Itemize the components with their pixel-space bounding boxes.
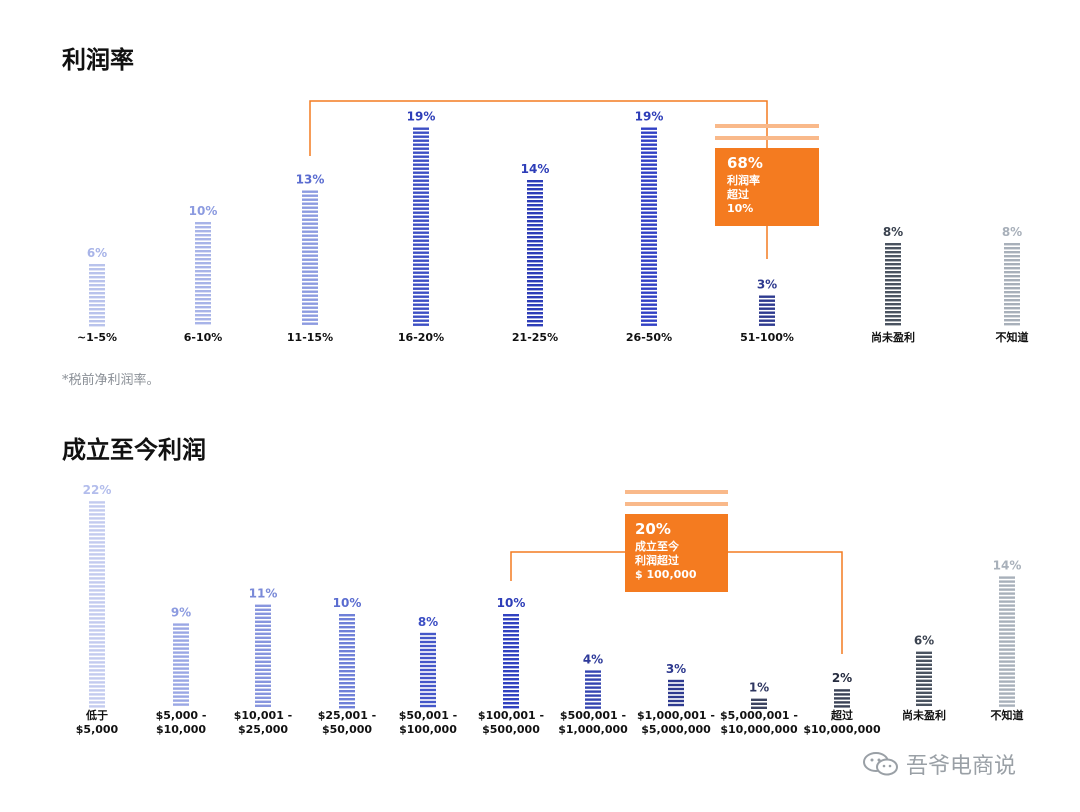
lifetime-annotation-text: $ 100,000 — [635, 568, 697, 581]
lifetime-bar — [585, 670, 601, 709]
lifetime-data-label: 9% — [171, 605, 191, 619]
lifetime-tick-label: $1,000,001 - — [637, 709, 715, 722]
margin-bar — [1004, 243, 1020, 326]
margin-data-label: 10% — [189, 204, 218, 218]
margin-bar — [195, 222, 211, 325]
lifetime-tick-label: $50,001 - — [399, 709, 458, 722]
margin-annotation-text: 超过 — [726, 187, 749, 201]
lifetime-bar — [916, 651, 932, 706]
lifetime-data-label: 2% — [832, 671, 852, 685]
margin-annotation-text: 利润率 — [727, 173, 760, 187]
lifetime-tick-label: $5,000,000 — [641, 723, 711, 736]
lifetime-annotation-stripe — [625, 490, 728, 494]
lifetime-tick-label: 超过 — [830, 708, 853, 722]
lifetime-bar — [503, 614, 519, 709]
lifetime-bar — [999, 576, 1015, 707]
lifetime-tick-label: $500,001 - — [560, 709, 626, 722]
lifetime-tick-label: $50,000 — [322, 723, 372, 736]
margin-tick-label: 尚未盈利 — [871, 330, 915, 344]
margin-tick-label: 51-100% — [740, 331, 794, 344]
lifetime-tick-label: $10,000,000 — [803, 723, 881, 736]
watermark-text: 吾爷电商说 — [906, 754, 1017, 779]
lifetime-data-label: 4% — [583, 652, 603, 666]
lifetime-tick-label: $10,000,000 — [720, 723, 798, 736]
lifetime-data-label: 10% — [333, 596, 362, 610]
lifetime-bar — [668, 679, 684, 707]
lifetime-tick-label: $100,001 - — [478, 709, 544, 722]
margin-tick-label: 11-15% — [287, 331, 333, 344]
margin-data-label: 19% — [635, 110, 664, 124]
margin-data-label: 14% — [521, 162, 550, 176]
margin-data-label: 6% — [87, 246, 107, 260]
lifetime-tick-label: $5,000 - — [156, 709, 207, 722]
lifetime-tick-label: $5,000 — [76, 723, 119, 736]
margin-data-label: 13% — [296, 173, 325, 187]
profit-margin-title: 利润率 — [62, 46, 134, 74]
lifetime-tick-label: $10,001 - — [234, 709, 293, 722]
margin-annotation-value: 68% — [727, 154, 763, 172]
lifetime-tick-label: $100,000 — [399, 723, 457, 736]
lifetime-data-label: 11% — [249, 587, 278, 601]
margin-tick-label: 6-10% — [184, 331, 223, 344]
lifetime-tick-label: $25,000 — [238, 723, 288, 736]
lifetime-tick-label: $1,000,000 — [558, 723, 628, 736]
lifetime-bar — [339, 614, 355, 709]
margin-data-label: 3% — [757, 278, 777, 292]
lifetime-data-label: 10% — [497, 596, 526, 610]
lifetime-data-label: 14% — [993, 558, 1022, 572]
margin-tick-label: ~1-5% — [77, 331, 117, 344]
profit-margin-footnote: *税前净利润率。 — [62, 373, 160, 388]
lifetime-data-label: 6% — [914, 634, 934, 648]
lifetime-tick-label: $500,000 — [482, 723, 540, 736]
lifetime-data-label: 22% — [83, 483, 112, 497]
lifetime-bar — [173, 623, 189, 706]
lifetime-bar — [751, 698, 767, 709]
margin-bar — [885, 243, 901, 326]
lifetime-data-label: 8% — [418, 615, 438, 629]
lifetime-bar — [89, 501, 105, 708]
margin-annotation-stripe — [715, 124, 819, 128]
lifetime-tick-label: 低于 — [85, 708, 108, 722]
margin-bar — [413, 127, 429, 326]
lifetime-bar — [255, 604, 271, 707]
margin-tick-label: 16-20% — [398, 331, 444, 344]
margin-data-label: 19% — [407, 110, 436, 124]
margin-annotation-stripe — [715, 136, 819, 140]
margin-bar — [759, 295, 775, 326]
lifetime-tick-label: $25,001 - — [318, 709, 377, 722]
margin-tick-label: 21-25% — [512, 331, 558, 344]
margin-bar — [302, 190, 318, 325]
lifetime-tick-label: 尚未盈利 — [902, 708, 946, 722]
margin-data-label: 8% — [883, 225, 903, 239]
lifetime-tick-label: $10,000 — [156, 723, 206, 736]
lifetime-data-label: 1% — [749, 681, 769, 695]
margin-bar — [527, 180, 543, 327]
margin-annotation-text: 10% — [727, 202, 753, 215]
lifetime-annotation-box — [625, 514, 728, 592]
margin-tick-label: 不知道 — [996, 330, 1029, 344]
lifetime-data-label: 3% — [666, 662, 686, 676]
lifetime-annotation-value: 20% — [635, 520, 671, 538]
lifetime-profit-title: 成立至今利润 — [62, 436, 206, 464]
wechat-chat-bubbles-icon — [863, 752, 898, 776]
margin-tick-label: 26-50% — [626, 331, 672, 344]
lifetime-annotation-stripe — [625, 502, 728, 506]
lifetime-tick-label: 不知道 — [991, 708, 1024, 722]
margin-bar — [89, 264, 105, 327]
lifetime-tick-label: $5,000,001 - — [720, 709, 798, 722]
lifetime-bar — [420, 632, 436, 708]
margin-data-label: 8% — [1002, 225, 1022, 239]
lifetime-annotation-text: 成立至今 — [635, 539, 680, 553]
margin-annotation-box — [715, 148, 819, 226]
watermark: 吾爷电商说 — [862, 748, 1016, 780]
lifetime-bar — [834, 689, 850, 708]
lifetime-annotation-text: 利润超过 — [635, 553, 679, 567]
margin-bar — [641, 127, 657, 326]
